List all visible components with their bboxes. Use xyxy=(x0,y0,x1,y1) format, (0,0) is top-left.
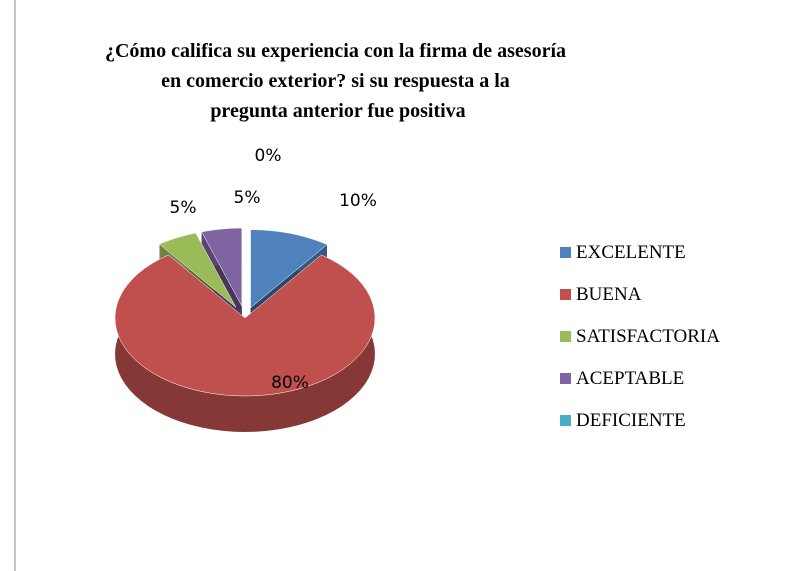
value-label: 10% xyxy=(339,191,377,211)
legend-swatch xyxy=(560,415,571,426)
legend-label: DEFICIENTE xyxy=(576,410,686,431)
legend-label: SATISFACTORIA xyxy=(576,326,720,347)
legend-swatch xyxy=(560,373,571,384)
slice xyxy=(114,254,376,397)
slice xyxy=(250,229,328,309)
value-label: 0% xyxy=(255,146,282,166)
legend-label: ACEPTABLE xyxy=(576,368,684,389)
slice-side xyxy=(115,254,375,432)
legend-swatch xyxy=(560,247,571,258)
legend-label: BUENA xyxy=(576,284,642,305)
legend-label: EXCELENTE xyxy=(576,242,686,263)
slice xyxy=(201,227,243,307)
value-label: 5% xyxy=(170,198,197,218)
value-label: 80% xyxy=(271,373,309,393)
pie-tops xyxy=(114,227,376,397)
legend-swatch xyxy=(560,289,571,300)
chart-title: ¿Cómo califica su experiencia con la fir… xyxy=(105,40,571,122)
value-label: 5% xyxy=(234,188,261,208)
legend-swatch xyxy=(560,331,571,342)
slice xyxy=(159,232,237,308)
